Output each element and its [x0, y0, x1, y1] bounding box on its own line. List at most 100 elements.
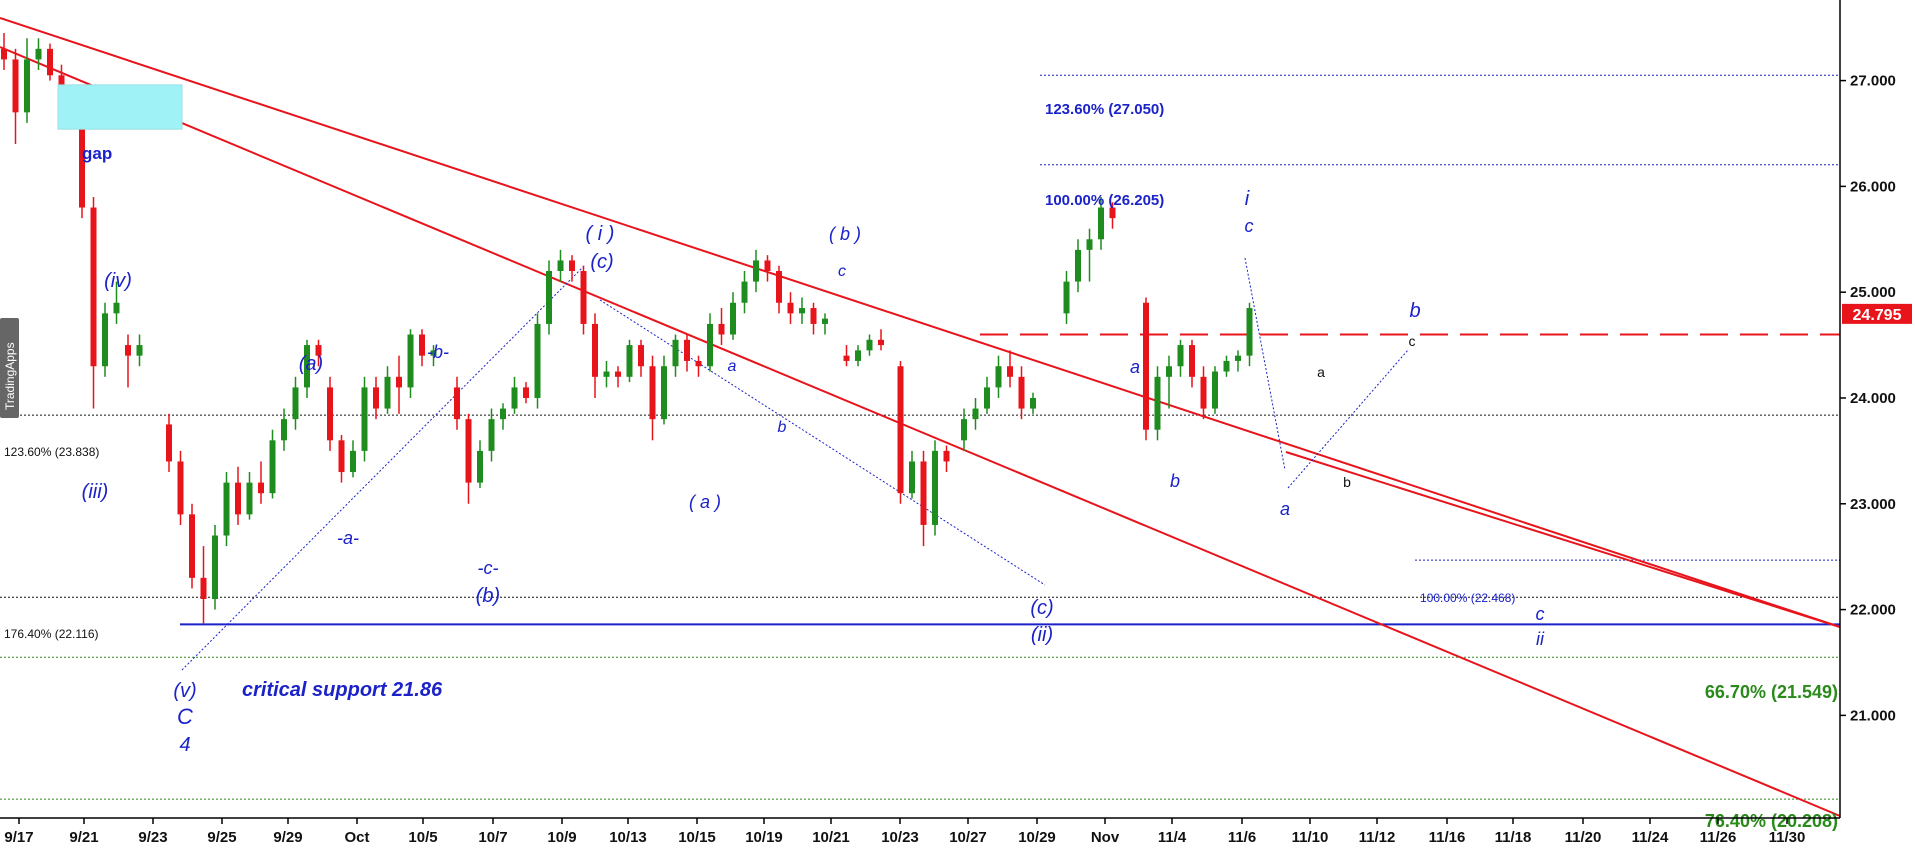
wave-label: (ii): [1031, 624, 1053, 646]
candle: [626, 339, 633, 383]
candle: [125, 334, 131, 388]
candle-body: [1063, 281, 1070, 314]
wave-label: ( b ): [829, 224, 861, 244]
candle: [943, 445, 950, 473]
candle-body: [557, 260, 564, 272]
candle-body: [753, 260, 759, 282]
candle-body: [707, 323, 713, 367]
candle-body: [932, 450, 938, 525]
x-tick-label: 10/9: [547, 829, 576, 846]
candle-body: [730, 302, 736, 335]
x-tick-label: 9/17: [4, 829, 33, 846]
candle-body: [200, 577, 207, 599]
candle: [661, 355, 667, 425]
candle-body: [741, 281, 748, 303]
candle: [920, 450, 927, 547]
candle: [707, 313, 713, 372]
candle: [695, 355, 702, 377]
candle-body: [603, 371, 610, 377]
candle-body: [1235, 355, 1241, 361]
candle-body: [1030, 397, 1036, 409]
wave-label: -b-: [427, 342, 449, 362]
wave-label: c: [1536, 604, 1545, 624]
candle: [932, 440, 938, 536]
wave-label: (c): [1030, 597, 1053, 619]
candle: [1177, 339, 1184, 377]
candle-body: [909, 461, 915, 494]
wave-label: c: [1245, 216, 1254, 236]
candle: [500, 403, 506, 430]
candle-body: [350, 450, 356, 473]
wave-label: (iii): [82, 481, 109, 503]
candle-body: [12, 59, 19, 113]
candle: [79, 122, 85, 219]
candle-body: [396, 376, 402, 388]
y-tick-label: 21.000: [1850, 707, 1896, 724]
candle-body: [269, 440, 276, 494]
candle: [961, 408, 967, 451]
gap-label: gap: [82, 144, 112, 163]
candle-body: [79, 128, 85, 208]
x-tick-label: 10/19: [745, 829, 783, 846]
candle-body: [810, 308, 817, 324]
candle-body: [592, 323, 598, 377]
candle: [684, 334, 690, 372]
candle-body: [787, 302, 794, 314]
candle: [855, 345, 861, 367]
candle: [1075, 239, 1081, 293]
candle-body: [615, 371, 621, 377]
level-label-0: 123.60% (27.050): [1045, 101, 1164, 118]
wave-label: a: [1130, 357, 1140, 377]
x-tick-label: 10/21: [812, 829, 850, 846]
candle-body: [672, 339, 679, 367]
candle-body: [430, 350, 437, 356]
candle: [843, 345, 850, 367]
x-tick-label: 10/29: [1018, 829, 1056, 846]
candle-body: [878, 339, 884, 346]
wave-label: b: [778, 419, 787, 436]
candle-body: [235, 482, 241, 515]
x-tick-label: 10/23: [881, 829, 919, 846]
candle-body: [102, 313, 108, 367]
level-label-7: 76.40% (20.208): [1705, 811, 1838, 831]
candle: [246, 472, 253, 520]
candle: [396, 355, 402, 414]
candle-body: [465, 419, 472, 483]
wave-label: -c-: [478, 558, 499, 578]
candle: [1030, 392, 1036, 414]
x-tick-label: 11/26: [1700, 829, 1737, 846]
candle: [764, 255, 771, 282]
candle: [1246, 302, 1253, 367]
candle-body: [523, 387, 529, 398]
candle: [799, 297, 805, 324]
candle-body: [1246, 308, 1253, 356]
wave-label: b: [1343, 474, 1351, 490]
candle-body: [166, 424, 172, 462]
candle-body: [24, 59, 30, 113]
candle-body: [511, 387, 518, 409]
candle-body: [1143, 302, 1149, 430]
candle: [557, 249, 564, 282]
wave-label: a: [728, 358, 737, 375]
candle: [822, 313, 828, 335]
candle-body: [361, 387, 368, 451]
candle: [1109, 202, 1116, 229]
candle: [430, 345, 437, 367]
candle: [1223, 355, 1230, 377]
x-tick-label: 11/10: [1292, 829, 1329, 846]
x-tick-label: 11/6: [1228, 829, 1256, 846]
current-price-tag: [1842, 303, 1912, 324]
candle: [984, 376, 990, 414]
candle-body: [1223, 360, 1230, 372]
x-tick-label: 9/21: [69, 829, 98, 846]
candle: [235, 466, 241, 525]
candle-body: [125, 345, 131, 356]
candle: [592, 313, 598, 398]
wave-label: c: [838, 263, 846, 280]
candle-body: [1166, 366, 1172, 377]
candle-body: [1075, 249, 1081, 282]
candle-body: [281, 419, 287, 441]
x-tick-label: 11/12: [1359, 829, 1396, 846]
x-tick-label: Nov: [1091, 829, 1120, 846]
level-label-4: 176.40% (22.116): [4, 627, 99, 641]
